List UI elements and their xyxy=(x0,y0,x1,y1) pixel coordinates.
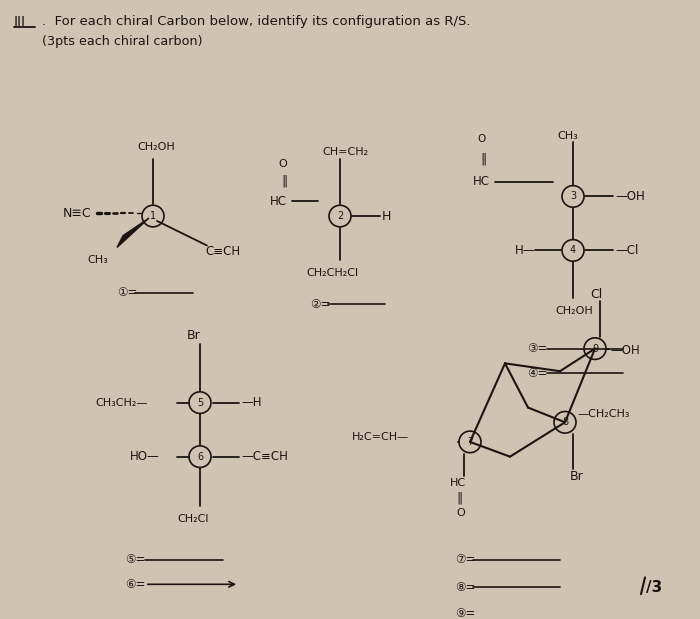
Text: —OH: —OH xyxy=(610,344,640,357)
Text: Br: Br xyxy=(570,470,584,483)
Text: ⑥=: ⑥= xyxy=(125,578,146,591)
Text: —CH₂CH₃: —CH₂CH₃ xyxy=(577,409,629,420)
Text: —H: —H xyxy=(241,396,262,409)
Text: O: O xyxy=(456,508,465,517)
Text: C≡CH: C≡CH xyxy=(205,245,240,258)
Text: Br: Br xyxy=(187,329,201,342)
Text: ⑨=: ⑨= xyxy=(455,607,475,619)
Text: HO—: HO— xyxy=(130,450,160,463)
Text: H—: H— xyxy=(515,244,536,257)
Text: ④=: ④= xyxy=(527,366,547,379)
Text: .  For each chiral Carbon below, identify its configuration as R/S.: . For each chiral Carbon below, identify… xyxy=(42,15,470,28)
Text: CH₂CH₂Cl: CH₂CH₂Cl xyxy=(306,268,358,278)
Text: 4: 4 xyxy=(570,245,576,256)
Text: Cl: Cl xyxy=(590,288,602,301)
Text: H₂C=CH—: H₂C=CH— xyxy=(352,432,410,442)
Text: CH₂OH: CH₂OH xyxy=(137,142,175,152)
Text: /3: /3 xyxy=(646,580,662,595)
Text: 5: 5 xyxy=(197,397,203,408)
Text: HC: HC xyxy=(450,478,466,488)
Text: CH=CH₂: CH=CH₂ xyxy=(322,147,368,157)
Text: CH₃CH₂—: CH₃CH₂— xyxy=(95,397,148,408)
Text: H: H xyxy=(382,210,391,223)
Text: ⑤=: ⑤= xyxy=(125,553,146,566)
Text: CH₃: CH₃ xyxy=(557,131,578,141)
Text: —Cl: —Cl xyxy=(615,244,638,257)
Text: 7: 7 xyxy=(467,437,473,447)
Text: O: O xyxy=(477,134,485,144)
Text: —OH: —OH xyxy=(615,190,645,203)
Text: HC: HC xyxy=(473,175,490,188)
Text: ⑧=: ⑧= xyxy=(455,581,475,594)
Text: 9: 9 xyxy=(592,344,598,353)
Text: ⑦=: ⑦= xyxy=(455,553,475,566)
Text: ③=: ③= xyxy=(527,342,547,355)
Text: 1: 1 xyxy=(150,211,156,221)
Text: ②=: ②= xyxy=(310,298,330,311)
Text: (3pts each chiral carbon): (3pts each chiral carbon) xyxy=(42,35,202,48)
Text: ‖: ‖ xyxy=(456,491,462,504)
Text: 2: 2 xyxy=(337,211,343,221)
Text: 8: 8 xyxy=(562,417,568,427)
Polygon shape xyxy=(117,218,149,248)
Text: O: O xyxy=(278,159,287,169)
Text: N≡C: N≡C xyxy=(63,207,92,220)
Text: CH₂Cl: CH₂Cl xyxy=(177,514,209,524)
Text: CH₂OH: CH₂OH xyxy=(555,306,593,316)
Text: ‖: ‖ xyxy=(480,153,486,166)
Text: III: III xyxy=(14,15,26,28)
Text: HC: HC xyxy=(270,195,287,208)
Text: —C≡CH: —C≡CH xyxy=(241,450,288,463)
Text: 6: 6 xyxy=(197,452,203,462)
Text: ①=: ①= xyxy=(117,286,137,299)
Text: CH₃: CH₃ xyxy=(87,255,108,265)
Text: ‖: ‖ xyxy=(281,174,287,187)
Text: 3: 3 xyxy=(570,191,576,201)
